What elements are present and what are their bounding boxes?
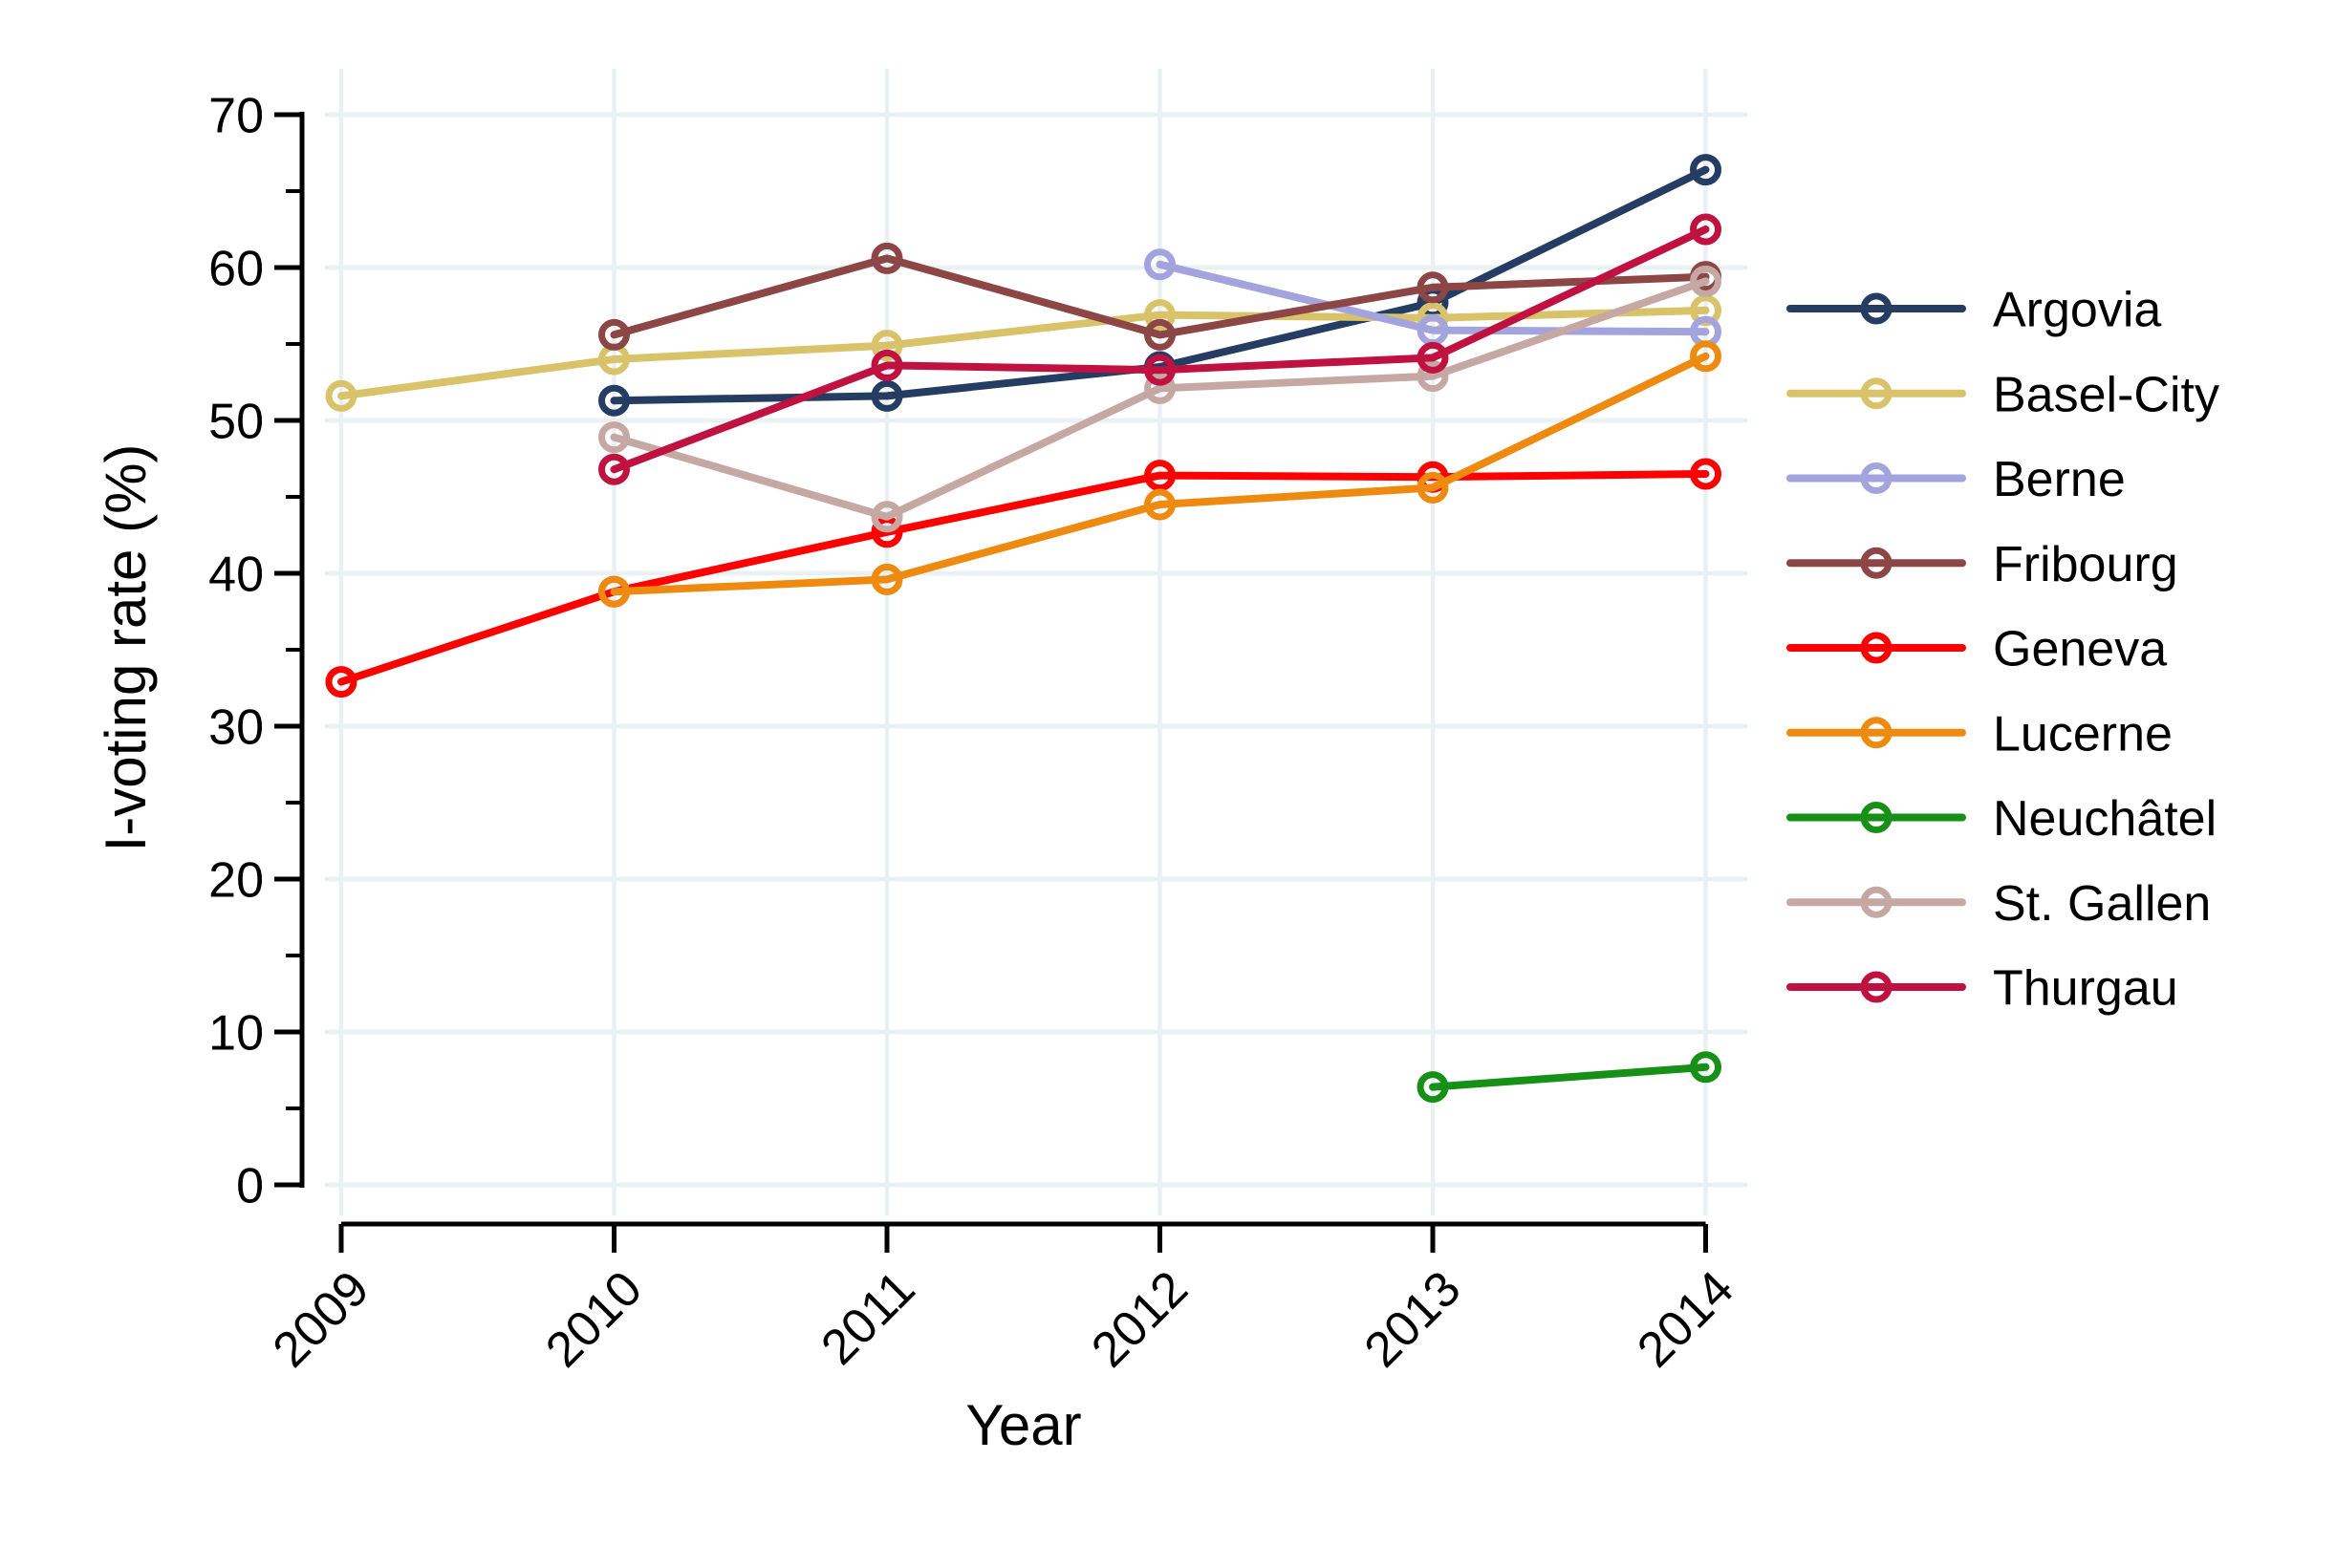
data-point-marker (871, 379, 903, 412)
series-line-geneva (337, 470, 1710, 686)
data-point-marker (1690, 340, 1721, 373)
data-point-marker (871, 330, 903, 362)
data-point-marker (1690, 294, 1721, 327)
data-point-marker (1144, 460, 1176, 492)
data-point-marker (1144, 372, 1176, 404)
legend-item-st-gallen: St. Gallen (1786, 876, 2211, 932)
x-tick-label-2014: 2014 (1627, 1260, 1744, 1378)
legend-item-neuch-tel: Neuchâtel (1786, 791, 2217, 847)
series-lucerne (598, 340, 1721, 608)
legend-item-berne: Berne (1786, 452, 2126, 507)
series-line-neuch-tel (1429, 1063, 1710, 1091)
x-tick-label-2013: 2013 (1354, 1260, 1472, 1378)
data-point-marker (871, 349, 903, 381)
series-line-fribourg (610, 254, 1710, 339)
data-point-marker (1144, 299, 1176, 332)
data-point-marker (1144, 354, 1176, 386)
legend-label: Lucerne (1993, 706, 2173, 762)
series-geneva (325, 458, 1721, 698)
data-point-marker (1690, 265, 1721, 297)
data-point-marker (325, 379, 357, 412)
legend-swatch-marker (1860, 886, 1893, 918)
series-neuch-tel (1417, 1051, 1721, 1104)
y-tick-label-0: 0 (236, 1159, 264, 1214)
legend-label: Geneva (1993, 622, 2167, 677)
y-axis-title: I-voting rate (%) (94, 444, 158, 852)
data-point-marker (1690, 458, 1721, 490)
x-tick-label-2009: 2009 (263, 1260, 380, 1378)
legend-swatch-marker (1860, 377, 1893, 410)
series-st-gallen (598, 265, 1721, 533)
data-point-marker (1690, 1051, 1721, 1084)
legend-label: Argovia (1993, 283, 2161, 338)
data-point-marker (325, 666, 357, 698)
data-point-marker (1417, 471, 1449, 504)
legend-swatch-marker (1860, 717, 1893, 749)
series-basel-city (325, 294, 1721, 412)
series-line-st-gallen (610, 277, 1710, 521)
legend-item-thurgau: Thurgau (1786, 961, 2178, 1017)
series-thurgau (598, 213, 1721, 485)
y-tick-label-30: 30 (208, 700, 264, 756)
x-tick-label-2011: 2011 (811, 1260, 925, 1375)
data-point-marker (1417, 360, 1449, 393)
series-fribourg (598, 242, 1721, 351)
y-tick-label-70: 70 (208, 89, 264, 144)
data-point-marker (1144, 318, 1176, 351)
legend-label: Thurgau (1993, 961, 2178, 1017)
y-tick-label-10: 10 (208, 1006, 264, 1062)
data-point-marker (598, 384, 630, 417)
data-point-marker (1417, 341, 1449, 374)
x-axis-title: Year (965, 1393, 1081, 1457)
series-line-berne (1156, 260, 1710, 336)
data-point-marker (598, 318, 630, 351)
series-line-basel-city (337, 306, 1710, 400)
data-point-marker (1690, 213, 1721, 246)
data-point-marker (598, 575, 630, 608)
legend-swatch-marker (1860, 802, 1893, 833)
data-point-marker (871, 501, 903, 533)
data-point-marker (598, 421, 630, 454)
legend-label: Berne (1993, 452, 2126, 507)
y-tick-label-60: 60 (208, 242, 264, 297)
legend-label: St. Gallen (1993, 876, 2211, 932)
legend-item-lucerne: Lucerne (1786, 706, 2173, 762)
data-point-marker (1690, 154, 1721, 186)
series-line-lucerne (610, 352, 1710, 596)
data-series (325, 154, 1721, 1104)
legend-item-geneva: Geneva (1786, 622, 2167, 677)
y-tick-label-40: 40 (208, 548, 264, 603)
legend-item-argovia: Argovia (1786, 283, 2161, 338)
data-point-marker (1144, 248, 1176, 281)
x-tick-label-2012: 2012 (1081, 1260, 1199, 1378)
legend-label: Basel-City (1993, 367, 2219, 422)
legend-swatch-marker (1860, 292, 1893, 325)
legend-swatch-marker (1860, 971, 1893, 1003)
data-point-marker (1417, 1071, 1449, 1104)
legend-label: Fribourg (1993, 537, 2178, 592)
y-tick-label-50: 50 (208, 395, 264, 450)
data-point-marker (871, 242, 903, 274)
legend-item-fribourg: Fribourg (1786, 537, 2178, 592)
legend-swatch-marker (1860, 632, 1893, 664)
legend-swatch-marker (1860, 462, 1893, 494)
legend-swatch-marker (1860, 547, 1893, 579)
data-point-marker (1417, 271, 1449, 304)
gridlines (325, 69, 1747, 1215)
legend-item-basel-city: Basel-City (1786, 367, 2219, 422)
y-tick-label-20: 20 (208, 853, 264, 909)
data-point-marker (598, 453, 630, 485)
data-point-marker (1144, 488, 1176, 521)
x-tick-label-2010: 2010 (535, 1260, 653, 1378)
legend-label: Neuchâtel (1993, 791, 2217, 847)
series-line-thurgau (610, 226, 1710, 474)
legend: Argovia Basel-City Berne Fribourg Geneva Luce… (1786, 283, 2219, 1017)
data-point-marker (871, 563, 903, 595)
